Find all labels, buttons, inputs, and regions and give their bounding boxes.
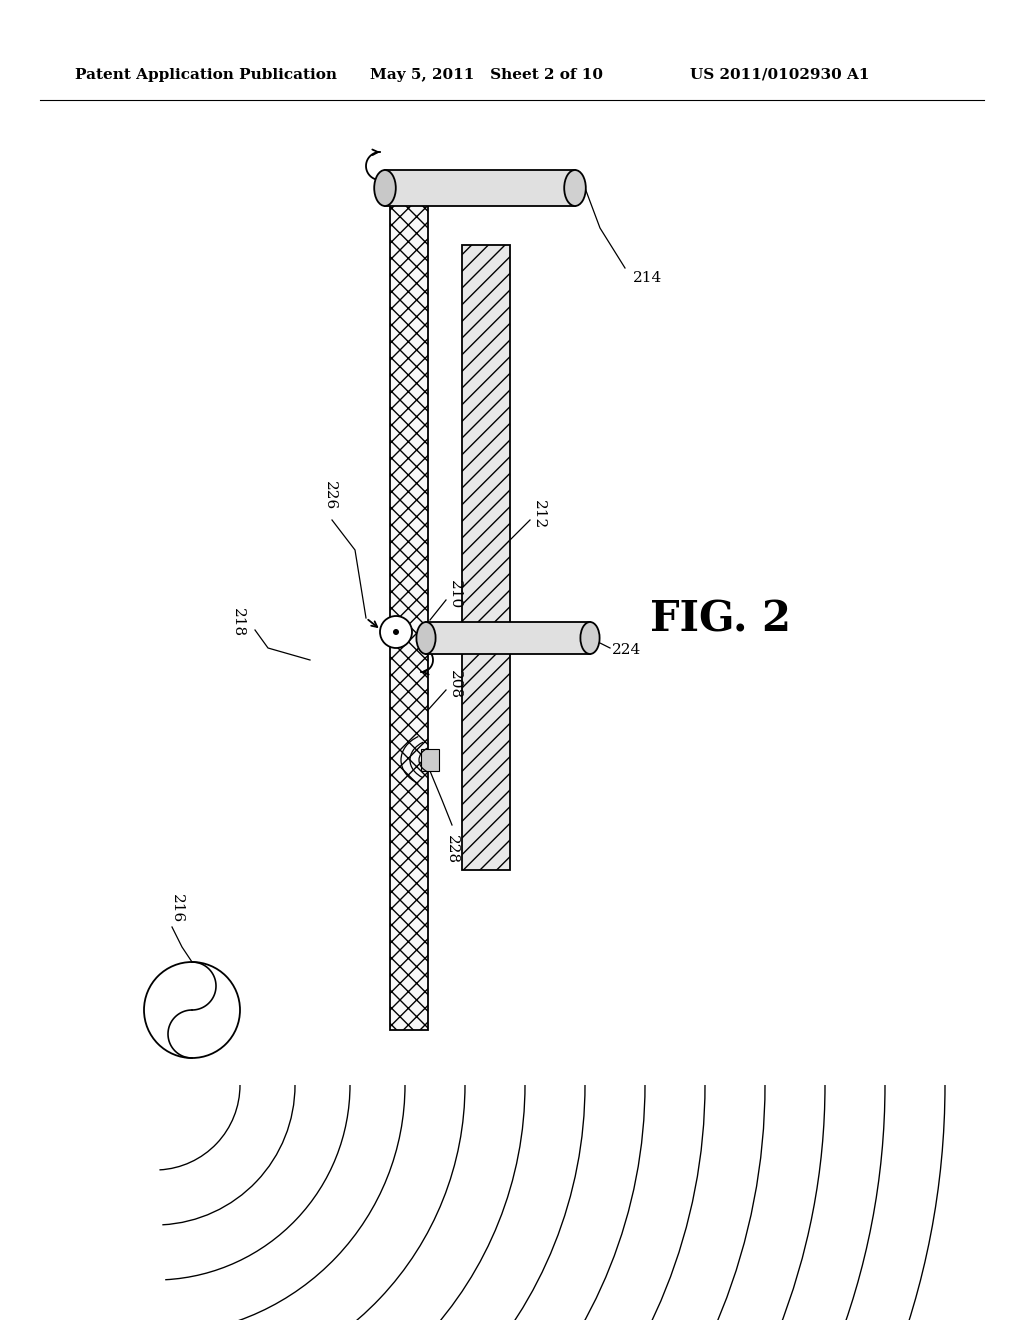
- Text: Patent Application Publication: Patent Application Publication: [75, 69, 337, 82]
- Text: 226: 226: [323, 480, 337, 510]
- Text: FIG. 2: FIG. 2: [649, 599, 791, 642]
- FancyBboxPatch shape: [421, 748, 439, 771]
- Ellipse shape: [417, 622, 435, 653]
- Ellipse shape: [581, 622, 600, 653]
- Circle shape: [393, 630, 399, 635]
- Text: US 2011/0102930 A1: US 2011/0102930 A1: [690, 69, 869, 82]
- Text: May 5, 2011   Sheet 2 of 10: May 5, 2011 Sheet 2 of 10: [370, 69, 603, 82]
- Text: 218: 218: [231, 609, 245, 638]
- Text: 208: 208: [449, 671, 462, 700]
- Ellipse shape: [564, 170, 586, 206]
- Text: 210: 210: [449, 581, 462, 610]
- FancyBboxPatch shape: [390, 195, 428, 1030]
- Circle shape: [380, 616, 412, 648]
- FancyBboxPatch shape: [462, 246, 510, 870]
- Text: 216: 216: [170, 895, 184, 924]
- Text: 214: 214: [633, 271, 663, 285]
- Text: 228: 228: [445, 836, 459, 865]
- Text: 212: 212: [532, 500, 546, 529]
- FancyBboxPatch shape: [385, 170, 575, 206]
- Text: 224: 224: [612, 643, 641, 657]
- Ellipse shape: [374, 170, 396, 206]
- FancyBboxPatch shape: [426, 622, 590, 653]
